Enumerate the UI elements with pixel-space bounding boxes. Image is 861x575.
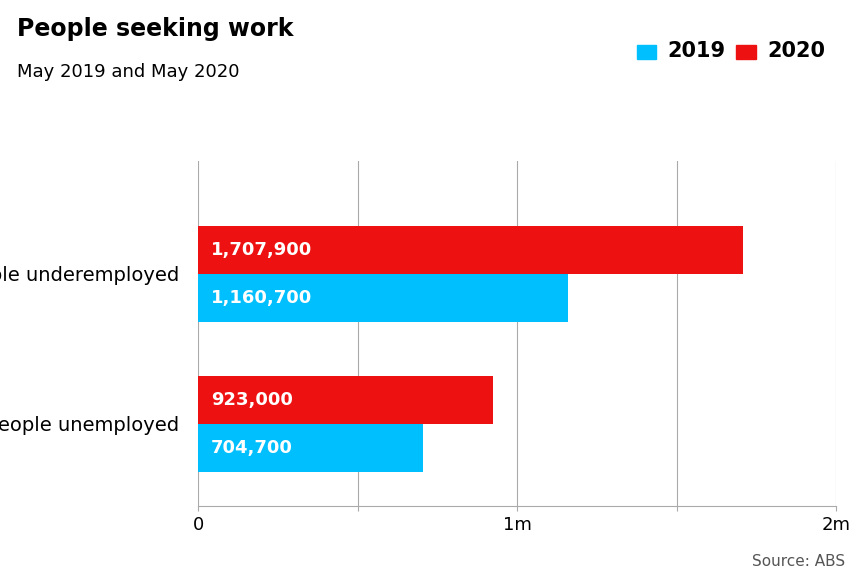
Bar <box>198 375 492 424</box>
Text: People seeking work: People seeking work <box>17 17 294 41</box>
Legend: 2019, 2020: 2019, 2020 <box>632 37 828 65</box>
Text: 1,707,900: 1,707,900 <box>211 240 312 259</box>
Bar <box>198 424 423 471</box>
Text: 1,160,700: 1,160,700 <box>211 289 312 306</box>
Text: May 2019 and May 2020: May 2019 and May 2020 <box>17 63 239 81</box>
Text: Source: ABS: Source: ABS <box>751 554 844 569</box>
Bar <box>198 274 567 321</box>
Text: 704,700: 704,700 <box>211 439 293 457</box>
Bar <box>198 225 742 274</box>
Text: 923,000: 923,000 <box>211 390 293 408</box>
